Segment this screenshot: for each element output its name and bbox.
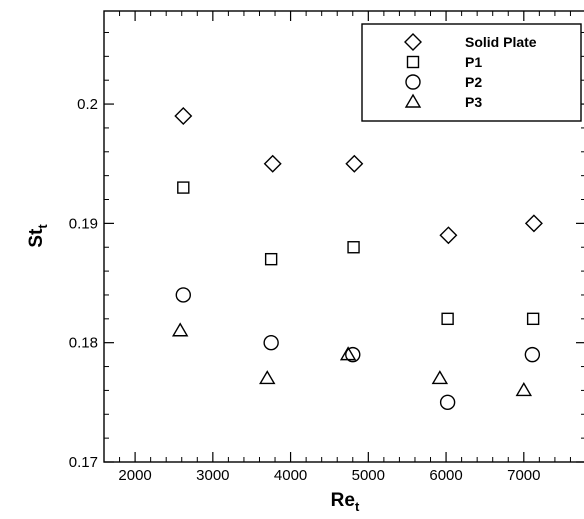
x-axis-label: Ret xyxy=(331,490,360,514)
x-tick-label: 7000 xyxy=(507,467,540,484)
data-point-diamond xyxy=(439,226,458,245)
y-tick-label: 0.19 xyxy=(69,215,98,232)
data-point-circle xyxy=(263,334,279,351)
data-point-triangle xyxy=(515,382,533,397)
y-tick-label: 0.2 xyxy=(77,96,98,113)
data-point-circle xyxy=(439,394,456,411)
legend-label: P1 xyxy=(465,54,482,70)
data-point-diamond xyxy=(345,154,364,173)
x-tick-label: 2000 xyxy=(118,467,151,484)
data-point-circle xyxy=(345,346,361,363)
data-point-square xyxy=(526,312,540,326)
data-point-triangle xyxy=(339,346,357,361)
legend-box xyxy=(361,23,582,122)
data-point-square xyxy=(264,252,278,266)
data-point-triangle xyxy=(431,370,449,385)
data-point-circle xyxy=(175,287,191,303)
data-point-circle xyxy=(524,346,541,363)
y-axis-label-subscript: t xyxy=(35,224,50,229)
data-markers xyxy=(171,107,543,411)
plot-area-frame xyxy=(103,10,584,463)
y-tick-label: 0.18 xyxy=(69,335,98,352)
data-point-diamond xyxy=(174,107,193,125)
data-point-triangle xyxy=(259,370,276,385)
data-point-square xyxy=(441,312,454,326)
axis-tick-labels: 2000 3000 4000 5000 6000 7000 0.17 0.18 0.19 0.2 xyxy=(69,96,541,484)
data-point-square xyxy=(177,181,190,194)
y-tick-label: 0.17 xyxy=(69,454,98,471)
legend-marker-diamond xyxy=(404,33,422,51)
legend-marker-square xyxy=(406,55,420,69)
legend-label: P2 xyxy=(465,74,482,90)
x-tick-label: 6000 xyxy=(429,467,462,484)
data-point-triangle xyxy=(171,322,189,337)
legend-label: Solid Plate xyxy=(465,34,537,50)
y-axis-label: Stt xyxy=(26,224,50,248)
legend-label: P3 xyxy=(465,94,482,110)
data-point-square xyxy=(347,241,360,254)
x-tick-label: 5000 xyxy=(352,467,385,484)
x-tick-label: 4000 xyxy=(274,467,307,484)
legend: Solid Plate P1 P2 P3 xyxy=(361,23,582,122)
legend-marker-circle xyxy=(405,74,421,90)
x-axis-label-subscript: t xyxy=(355,499,360,514)
x-tick-label: 3000 xyxy=(196,467,229,484)
data-point-diamond xyxy=(263,154,282,173)
data-point-diamond xyxy=(524,214,543,233)
legend-marker-triangle xyxy=(404,93,422,108)
